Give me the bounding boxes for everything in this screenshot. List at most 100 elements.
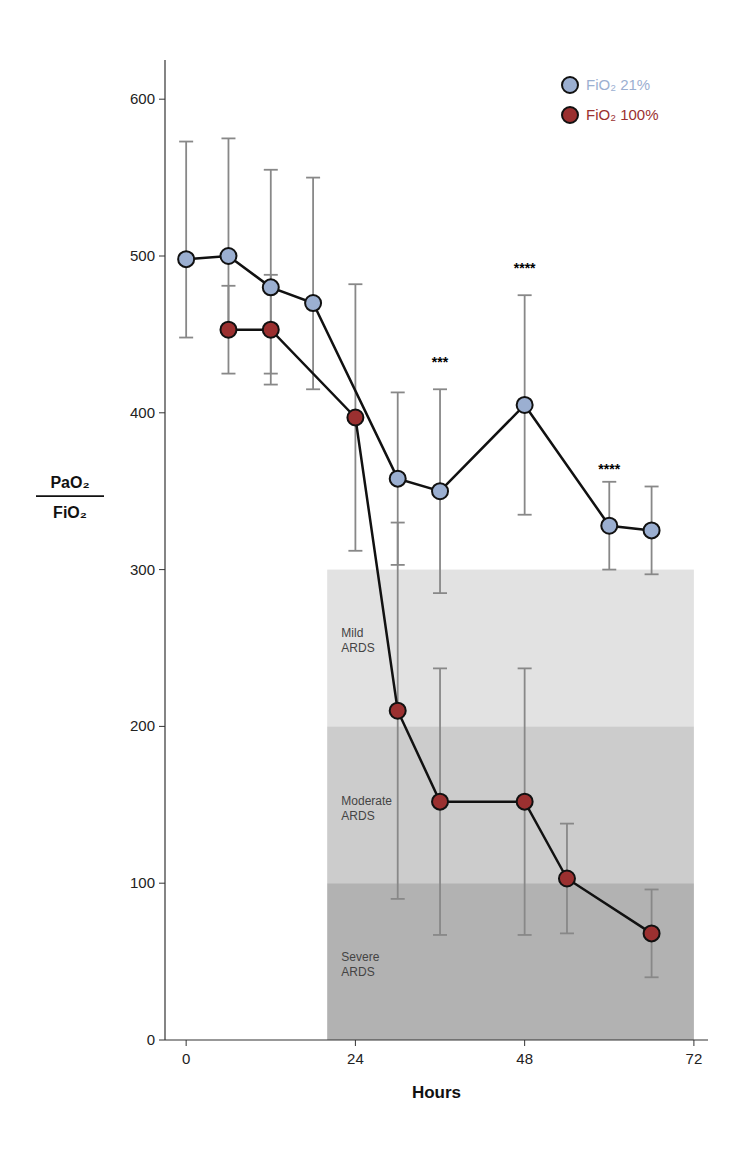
error-cap bbox=[391, 898, 405, 900]
error-bar bbox=[221, 286, 235, 374]
legend-marker bbox=[562, 77, 578, 93]
fraction-bar bbox=[36, 495, 104, 497]
plot-area bbox=[178, 138, 694, 1040]
error-cap bbox=[560, 932, 574, 934]
x-tick-label: 72 bbox=[686, 1050, 703, 1067]
region-label-line: Mild bbox=[341, 626, 363, 640]
error-bar bbox=[391, 523, 405, 899]
error-cap bbox=[602, 481, 616, 483]
significance-annotation: **** bbox=[598, 461, 620, 477]
error-cap bbox=[433, 934, 447, 936]
error-bar bbox=[433, 389, 447, 593]
error-bar bbox=[264, 275, 278, 385]
error-cap bbox=[518, 934, 532, 936]
ards-band bbox=[327, 726, 694, 883]
error-cap bbox=[221, 137, 235, 139]
region-label: MildARDS bbox=[341, 626, 374, 655]
error-cap bbox=[433, 592, 447, 594]
error-stem bbox=[312, 178, 314, 390]
point bbox=[263, 322, 279, 338]
error-cap bbox=[179, 337, 193, 339]
error-cap bbox=[645, 976, 659, 978]
error-bar bbox=[518, 295, 532, 515]
series-line bbox=[228, 330, 651, 934]
x-axis-label: Hours bbox=[412, 1083, 461, 1102]
error-cap bbox=[391, 392, 405, 394]
error-cap bbox=[348, 550, 362, 552]
point bbox=[178, 251, 194, 267]
error-bar bbox=[518, 668, 532, 935]
significance-annotation: **** bbox=[514, 260, 536, 276]
error-stem bbox=[185, 142, 187, 338]
y-tick-label: 300 bbox=[130, 561, 155, 578]
point bbox=[432, 483, 448, 499]
point bbox=[517, 794, 533, 810]
error-cap bbox=[391, 522, 405, 524]
point bbox=[263, 279, 279, 295]
y-tick-label: 400 bbox=[130, 404, 155, 421]
x-tick bbox=[524, 1040, 525, 1046]
point bbox=[517, 397, 533, 413]
error-cap bbox=[264, 274, 278, 276]
point bbox=[644, 522, 660, 538]
x-axis-line bbox=[165, 1039, 708, 1040]
error-bar bbox=[433, 668, 447, 935]
error-bar bbox=[645, 486, 659, 574]
region-label: ModerateARDS bbox=[341, 794, 392, 823]
x-tick bbox=[693, 1040, 694, 1046]
point bbox=[559, 870, 575, 886]
legend: FiO₂ 21%FiO₂ 100% bbox=[562, 76, 659, 123]
error-cap bbox=[221, 373, 235, 375]
error-cap bbox=[264, 169, 278, 171]
error-bar bbox=[179, 142, 193, 338]
error-cap bbox=[518, 667, 532, 669]
region-label-line: ARDS bbox=[341, 809, 374, 823]
point bbox=[347, 410, 363, 426]
x-tick-label: 24 bbox=[347, 1050, 364, 1067]
error-bar bbox=[348, 284, 362, 551]
error-cap bbox=[264, 384, 278, 386]
error-cap bbox=[560, 823, 574, 825]
region-label-line: Severe bbox=[341, 950, 379, 964]
y-tick bbox=[159, 883, 165, 884]
series-line bbox=[186, 256, 651, 530]
legend-label: FiO₂ 100% bbox=[586, 106, 659, 123]
error-cap bbox=[518, 514, 532, 516]
error-bar bbox=[560, 824, 574, 934]
y-axis-label-denominator: FiO₂ bbox=[53, 504, 87, 521]
point bbox=[305, 295, 321, 311]
ards-band bbox=[327, 883, 694, 1040]
point bbox=[644, 925, 660, 941]
y-tick-label: 0 bbox=[147, 1031, 155, 1048]
error-cap bbox=[433, 667, 447, 669]
error-cap bbox=[433, 388, 447, 390]
x-tick-label: 48 bbox=[516, 1050, 533, 1067]
point bbox=[390, 471, 406, 487]
region-label-line: ARDS bbox=[341, 965, 374, 979]
y-tick bbox=[159, 256, 165, 257]
y-tick bbox=[159, 569, 165, 570]
error-cap bbox=[645, 573, 659, 575]
y-tick-label: 600 bbox=[130, 90, 155, 107]
error-bar bbox=[306, 178, 320, 390]
y-axis-label-numerator: PaO₂ bbox=[50, 474, 89, 491]
y-tick bbox=[159, 99, 165, 100]
error-cap bbox=[348, 283, 362, 285]
region-label: SevereARDS bbox=[341, 950, 379, 979]
error-cap bbox=[221, 285, 235, 287]
error-cap bbox=[306, 177, 320, 179]
x-tick-label: 0 bbox=[182, 1050, 190, 1067]
y-tick-label: 200 bbox=[130, 717, 155, 734]
region-label-line: Moderate bbox=[341, 794, 392, 808]
error-bar bbox=[602, 482, 616, 570]
x-tick bbox=[186, 1040, 187, 1046]
significance-annotation: *** bbox=[432, 354, 449, 370]
point bbox=[220, 322, 236, 338]
error-bar bbox=[645, 889, 659, 977]
point bbox=[390, 703, 406, 719]
x-tick bbox=[355, 1040, 356, 1046]
ards-band bbox=[327, 570, 694, 727]
error-cap bbox=[306, 388, 320, 390]
y-tick bbox=[159, 412, 165, 413]
point bbox=[601, 518, 617, 534]
